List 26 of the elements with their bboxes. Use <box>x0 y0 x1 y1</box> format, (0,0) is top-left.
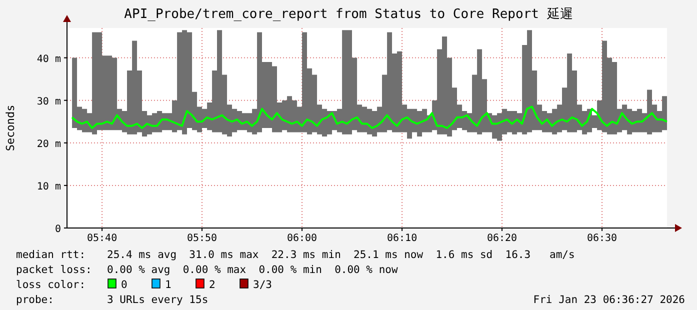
line-series <box>71 106 668 129</box>
y-tick-label: 10 m <box>36 181 61 192</box>
text: median rtt: <box>16 249 86 261</box>
y-tick-label: 20 m <box>36 138 61 150</box>
text: Fri Jan 23 06:36:27 2026 <box>533 294 685 306</box>
x-tick-label: 06:10 <box>386 233 418 244</box>
text: 3 URLs every 15s <box>107 294 208 306</box>
x-tick-label: 05:50 <box>186 233 218 244</box>
x-tick-label: 06:30 <box>586 233 618 244</box>
text: 1 <box>165 279 172 291</box>
y-axis-title: Seconds <box>4 104 17 152</box>
text: loss color: <box>16 279 86 291</box>
x-tick-label: 06:00 <box>286 233 318 244</box>
y-tick-label: 30 m <box>36 96 61 108</box>
y-tick-label: 0 <box>54 224 61 235</box>
text: 0.00 % avg 0.00 % max 0.00 % min 0.00 % now <box>107 264 398 276</box>
x-tick-label: 06:20 <box>486 233 518 244</box>
text: probe: <box>16 294 54 306</box>
text: 2 <box>209 279 216 291</box>
text: 25.4 ms avg 31.0 ms max 22.3 ms min 25.1 ms now 1.6 ms sd 16.3 am/s <box>107 249 575 261</box>
text: 3/3 <box>253 279 272 291</box>
y-tick-label: 40 m <box>36 54 61 65</box>
text: 0 <box>121 279 128 291</box>
text: packet loss: <box>16 264 92 276</box>
x-tick-label: 05:40 <box>86 233 118 244</box>
chart-title: API_Probe/trem_core_report from Status to Core Report 延遲 <box>124 7 573 22</box>
